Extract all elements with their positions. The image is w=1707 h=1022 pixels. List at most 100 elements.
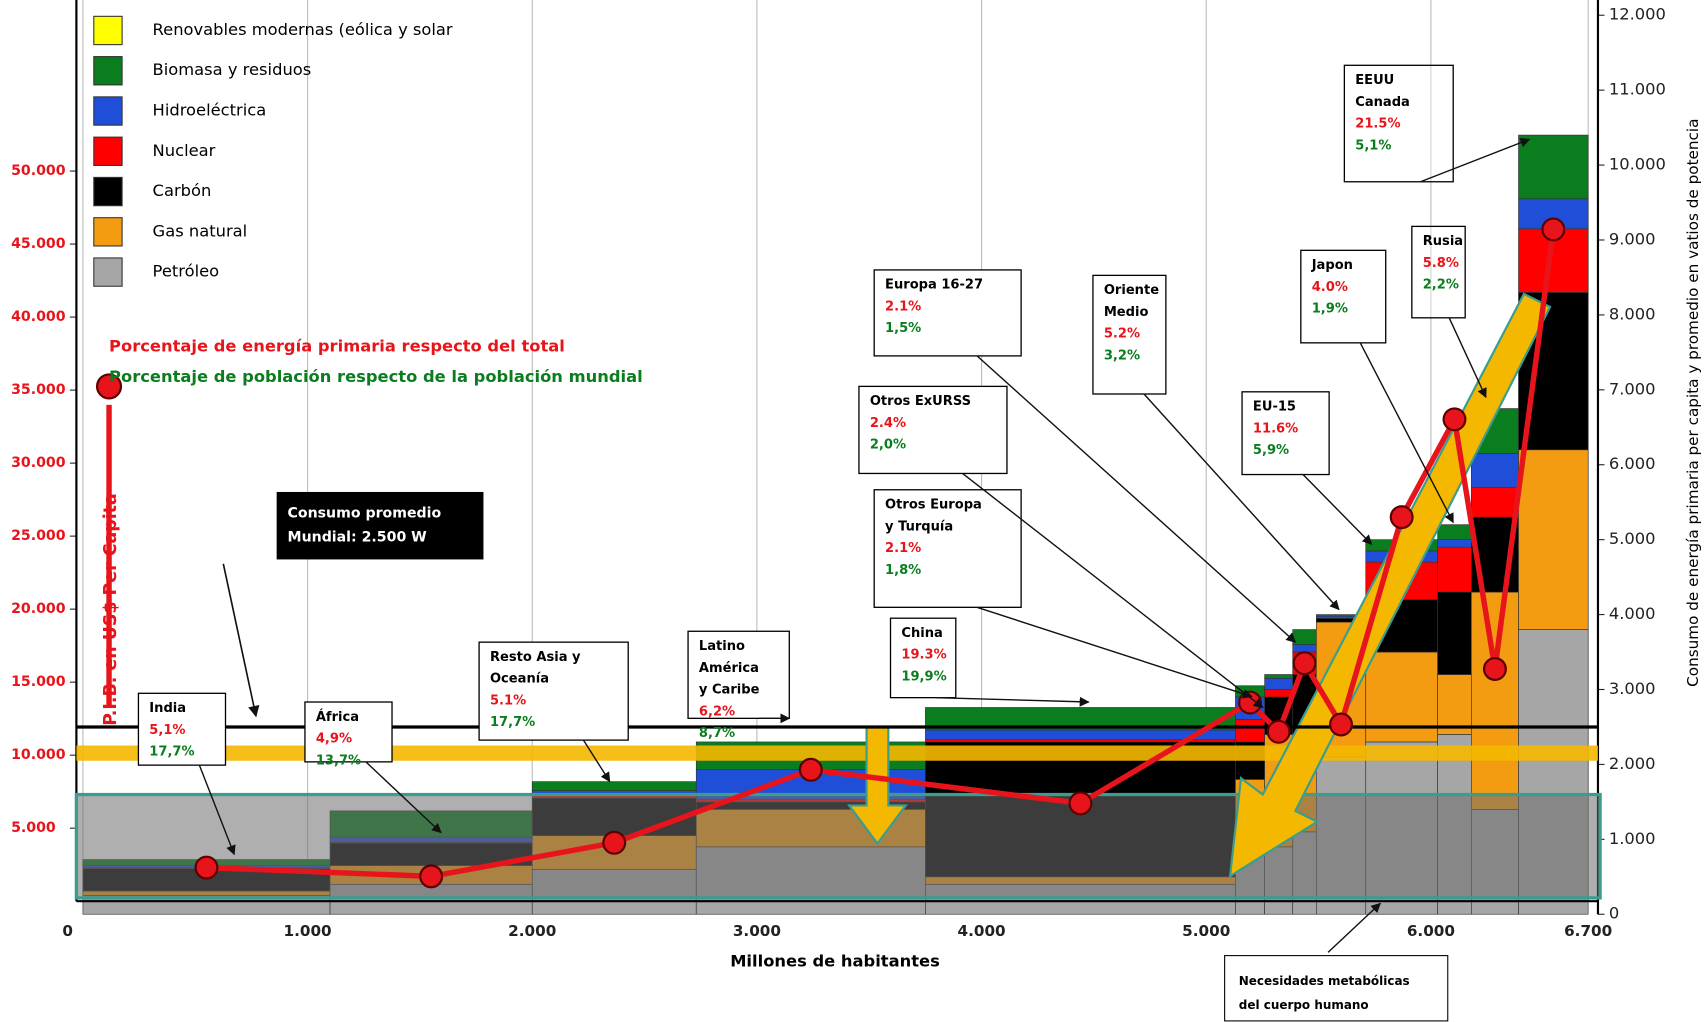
callout-population: 17,7% (149, 745, 194, 760)
callout-name: Otros ExURSS (870, 394, 971, 409)
callout-box (1343, 64, 1454, 183)
callout-box (687, 630, 790, 719)
metabolic-label: Necesidades metabólicas (1239, 974, 1410, 988)
legend-label: Hidroeléctrica (153, 101, 267, 120)
callout-population: 13,7% (316, 753, 361, 768)
bar-segment (1471, 453, 1519, 488)
bar-segment (1292, 629, 1317, 645)
yellow-arrow-diag (1228, 292, 1552, 879)
x-tick-label: 5.000 (1182, 922, 1230, 940)
bar-segment (1264, 674, 1294, 679)
callout-energy: 5.2% (1104, 327, 1140, 342)
metabolic-box (1224, 955, 1449, 1022)
callout-energy: 21.5% (1355, 117, 1400, 132)
callout-name: Otros Europa (885, 498, 982, 513)
y2-tick-label: 1.000 (1609, 829, 1656, 848)
legend-label: Carbón (153, 181, 212, 200)
reference-label: Consumo promedio (288, 506, 442, 522)
y2-tick-label: 2.000 (1609, 754, 1656, 773)
x-tick-label: 3.000 (733, 922, 781, 940)
legend-swatch (93, 217, 123, 247)
y2-tick-label: 12.000 (1609, 5, 1666, 24)
callout-arrow (1448, 317, 1487, 399)
callout-arrow (1420, 137, 1531, 183)
y-tick-label: 5.000 (11, 820, 56, 836)
y2-tick-label: 3.000 (1609, 679, 1656, 698)
y-tick-label: 15.000 (11, 674, 66, 690)
bar-segment (1437, 524, 1472, 540)
callout-name: Rusia (1423, 234, 1463, 249)
gdp-point (1266, 719, 1291, 744)
y-tick-label: 45.000 (11, 236, 66, 252)
reference-arrow (222, 563, 260, 718)
reference-box (276, 491, 484, 560)
callout-arrow (1359, 342, 1454, 524)
bar-segment (1518, 134, 1589, 200)
callout-name: África (316, 709, 359, 725)
x-tick-label: 1.000 (284, 922, 332, 940)
legend-label: Biomasa y residuos (153, 60, 312, 79)
callout-name: Japon (1311, 258, 1353, 273)
callout-energy: 11.6% (1253, 421, 1298, 436)
y-tick-label: 40.000 (11, 309, 66, 325)
y-tick-label: 10.000 (11, 747, 66, 763)
bar-segment (1292, 644, 1317, 653)
callout-name: Latino (699, 639, 745, 654)
metabolic-arrow (1327, 902, 1382, 953)
callout-name: Canada (1355, 95, 1410, 110)
callout-name: y Caribe (699, 683, 760, 698)
callout-box (873, 269, 1022, 357)
bar-segment (1437, 674, 1472, 735)
x-tick-label: 6.000 (1407, 922, 1455, 940)
bar-segment (531, 781, 697, 791)
gdp-point (602, 830, 627, 855)
callout-box (1411, 225, 1466, 319)
callout-arrow (976, 355, 1297, 643)
gdp-point (1329, 712, 1354, 737)
callout-energy: 2.1% (885, 541, 921, 556)
callout-name: Oceanía (490, 672, 549, 687)
callout-box (1092, 274, 1167, 395)
legend-label: Petróleo (153, 262, 220, 281)
y2-tick-label: 4.000 (1609, 604, 1656, 623)
callout-population: 1,5% (885, 321, 921, 336)
callout-box (858, 385, 1008, 475)
bar-segment (1437, 591, 1472, 675)
gdp-point (1292, 651, 1317, 676)
callout-box (1300, 249, 1387, 344)
x-tick-label: 4.000 (958, 922, 1006, 940)
legend-swatch (93, 56, 123, 86)
callout-population: 2,2% (1423, 278, 1459, 293)
callout-name: China (901, 626, 942, 641)
gdp-point (1482, 657, 1507, 681)
y2-tick-label: 11.000 (1609, 80, 1666, 99)
callout-energy: 5,1% (149, 723, 185, 738)
callout-name: y Turquía (885, 519, 953, 534)
legend-swatch (93, 257, 123, 287)
callout-name: EEUU (1355, 73, 1394, 88)
callout-energy: 2.4% (870, 416, 906, 431)
y2-tick-label: 6.000 (1609, 454, 1656, 473)
yellow-arrow-down (846, 725, 908, 846)
legend-label: Nuclear (153, 141, 216, 160)
metabolic-label: del cuerpo humano (1239, 998, 1369, 1012)
y-tick-label: 50.000 (11, 163, 66, 179)
y2-tick-label: 8.000 (1609, 304, 1656, 323)
callout-energy: 5.1% (490, 693, 526, 708)
y2-tick-label: 10.000 (1609, 155, 1666, 174)
callout-energy: 6,2% (699, 704, 735, 719)
x-tick-label: 6.700 (1564, 922, 1612, 940)
bar-segment (1235, 719, 1265, 743)
y2-tick-label: 7.000 (1609, 379, 1656, 398)
gdp-point (1068, 791, 1093, 816)
callout-name: Medio (1104, 305, 1149, 320)
callout-population: 8,7% (699, 726, 735, 741)
callout-name: Oriente (1104, 283, 1159, 298)
y2-axis-label: Consumo de energía primaria per capita y… (1684, 119, 1702, 687)
callout-arrow (198, 764, 236, 856)
callout-energy: 4.0% (1312, 280, 1348, 295)
callout-arrow (976, 606, 1253, 699)
callout-population: 1,9% (1312, 302, 1348, 317)
gdp-point (1389, 505, 1414, 530)
